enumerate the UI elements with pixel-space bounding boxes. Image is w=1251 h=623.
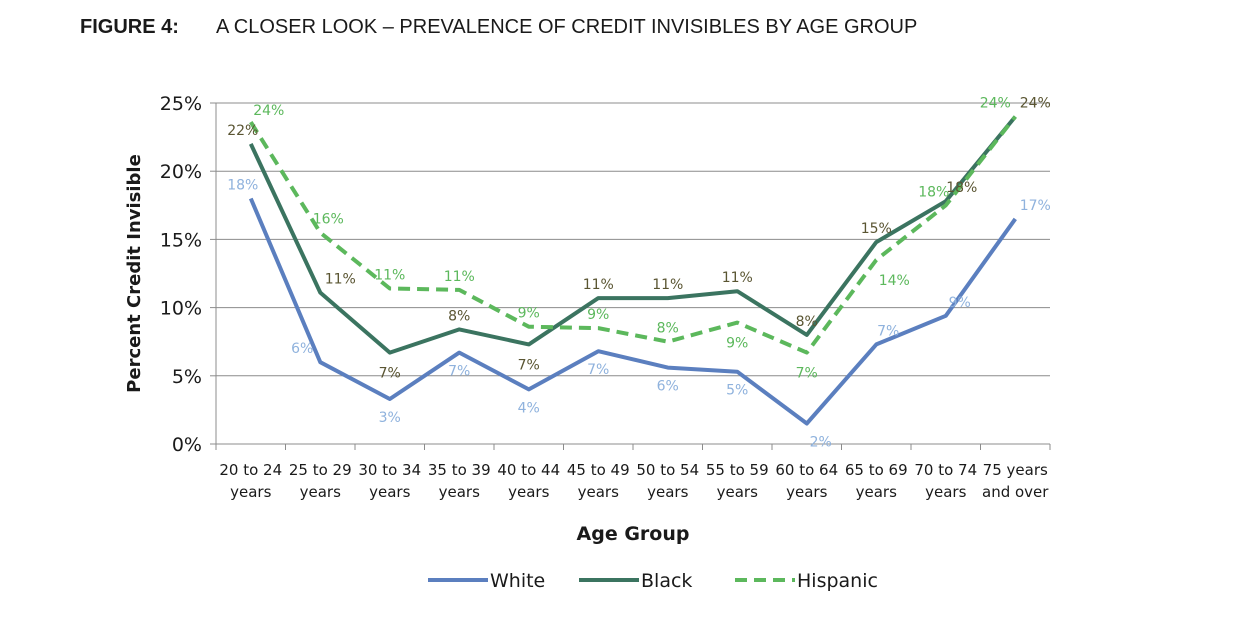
series-line-white bbox=[248, 197, 1017, 426]
data-label-hispanic: 9% bbox=[726, 336, 748, 352]
data-label-black: 11% bbox=[652, 277, 683, 293]
data-label-white: 5% bbox=[726, 383, 748, 399]
x-tick-label: years bbox=[439, 483, 480, 501]
data-label-white: 4% bbox=[518, 400, 540, 416]
data-label-white: 9% bbox=[949, 295, 971, 311]
x-tick-label: 20 to 24 bbox=[219, 461, 282, 479]
data-label-white: 6% bbox=[657, 379, 679, 395]
x-tick-label: years bbox=[786, 483, 827, 501]
data-label-hispanic: 7% bbox=[796, 366, 818, 382]
x-tick-label: years bbox=[508, 483, 549, 501]
data-label-hispanic: 9% bbox=[518, 306, 540, 322]
series-line-black bbox=[248, 115, 1017, 355]
x-tick-label: 50 to 54 bbox=[636, 461, 699, 479]
data-label-white: 7% bbox=[448, 364, 470, 380]
legend-label-white: White bbox=[490, 570, 545, 592]
x-tick-label: years bbox=[300, 483, 341, 501]
series-lines bbox=[248, 115, 1017, 426]
x-tick-label: 35 to 39 bbox=[428, 461, 491, 479]
data-label-white: 6% bbox=[291, 341, 313, 357]
data-label-black: 18% bbox=[946, 180, 977, 196]
data-labels: 18% 6% 3% 7% 4% 7% 6% 5% 2% 7% 9% 17% 22% 11% 7% 8% 7% 11… bbox=[227, 96, 1051, 451]
figure-header: FIGURE 4: A CLOSER LOOK – PREVALENCE OF … bbox=[0, 0, 1251, 60]
x-tick-label: years bbox=[369, 483, 410, 501]
y-tick-label: 15% bbox=[160, 229, 202, 251]
data-label-white: 2% bbox=[810, 435, 832, 451]
data-label-hispanic: 11% bbox=[374, 268, 405, 284]
x-tick-label: 75 years bbox=[983, 461, 1048, 479]
legend-label-black: Black bbox=[641, 570, 692, 592]
y-tick-label: 20% bbox=[160, 161, 202, 183]
data-label-black: 22% bbox=[227, 123, 258, 139]
data-label-hispanic: 18% bbox=[918, 184, 949, 200]
data-label-black: 11% bbox=[583, 277, 614, 293]
data-label-white: 7% bbox=[587, 362, 609, 378]
y-tick-label: 0% bbox=[172, 434, 202, 456]
data-label-hispanic: 8% bbox=[657, 321, 679, 337]
gridlines bbox=[216, 102, 1050, 377]
legend-label-hispanic: Hispanic bbox=[797, 570, 878, 592]
data-label-black: 7% bbox=[379, 366, 401, 382]
data-label-hispanic: 24% bbox=[253, 103, 284, 119]
data-label-white: 18% bbox=[227, 177, 258, 193]
x-tick-label: 70 to 74 bbox=[914, 461, 977, 479]
x-tick-label: years bbox=[578, 483, 619, 501]
x-axis-title: Age Group bbox=[577, 523, 690, 545]
chart-title: A CLOSER LOOK – PREVALENCE OF CREDIT INV… bbox=[216, 16, 918, 38]
data-label-hispanic: 9% bbox=[587, 307, 609, 323]
x-tick-label: years bbox=[717, 483, 758, 501]
x-tick-label: 45 to 49 bbox=[567, 461, 630, 479]
x-tick-label: 60 to 64 bbox=[775, 461, 838, 479]
figure-label: FIGURE 4: bbox=[80, 16, 179, 38]
data-label-hispanic: 14% bbox=[879, 273, 910, 289]
y-axis-title: Percent Credit Invisible bbox=[124, 154, 145, 393]
series-line-hispanic bbox=[249, 115, 1017, 355]
legend: White Black Hispanic bbox=[428, 570, 878, 592]
x-tick-label: years bbox=[856, 483, 897, 501]
x-tick-label: 55 to 59 bbox=[706, 461, 769, 479]
data-label-white: 3% bbox=[379, 410, 401, 426]
x-tick-label: 65 to 69 bbox=[845, 461, 908, 479]
x-tick-label: and over bbox=[982, 483, 1049, 501]
y-tick-label: 5% bbox=[172, 366, 202, 388]
data-label-black: 8% bbox=[448, 308, 470, 324]
data-label-black: 11% bbox=[722, 270, 753, 286]
data-label-black: 11% bbox=[325, 272, 356, 288]
data-label-white: 7% bbox=[877, 323, 899, 339]
axes: 0% 5% 10% 15% 20% 25% 20 to 24 years 25 to 29 yea… bbox=[124, 93, 1051, 545]
data-label-black: 24% bbox=[1020, 96, 1051, 112]
data-label-hispanic: 16% bbox=[313, 212, 344, 228]
y-tick-label: 25% bbox=[160, 93, 202, 115]
data-label-black: 15% bbox=[861, 221, 892, 237]
data-label-hispanic: 11% bbox=[444, 269, 475, 285]
x-tick-label: 30 to 34 bbox=[358, 461, 421, 479]
x-tick-label: years bbox=[230, 483, 271, 501]
data-label-hispanic: 24% bbox=[980, 96, 1011, 112]
x-tick-label: years bbox=[647, 483, 688, 501]
y-tick-label: 10% bbox=[160, 298, 202, 320]
data-label-white: 17% bbox=[1020, 198, 1051, 214]
data-label-black: 7% bbox=[518, 357, 540, 373]
x-tick-label: years bbox=[925, 483, 966, 501]
data-label-black: 8% bbox=[796, 314, 818, 330]
x-tick-label: 25 to 29 bbox=[289, 461, 352, 479]
x-tick-label: 40 to 44 bbox=[497, 461, 560, 479]
